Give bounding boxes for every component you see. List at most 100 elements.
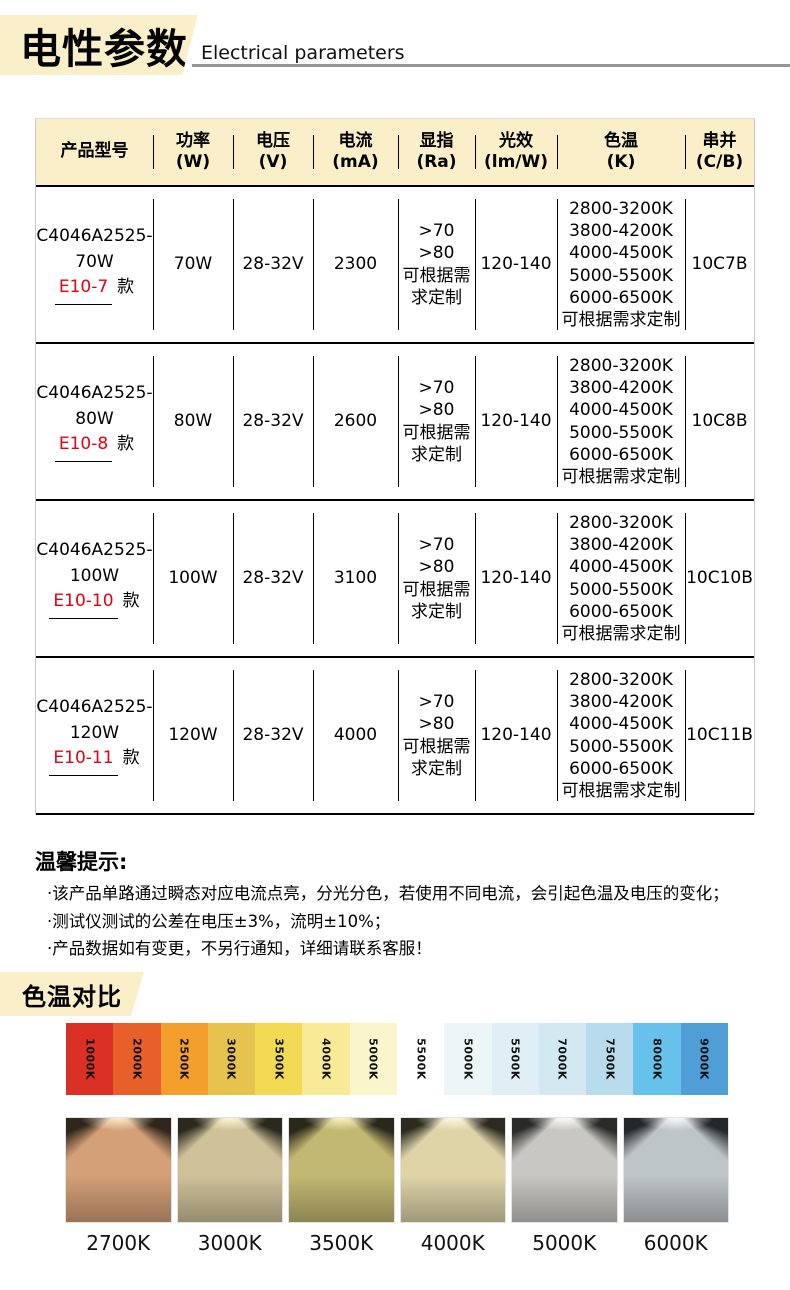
scale-segment: 7000K (538, 1023, 587, 1095)
voltage-cell: 28-32V (233, 658, 313, 813)
cct-cell: 2800-3200K 3800-4200K 4000-4500K 5000-55… (557, 344, 685, 499)
beam-photo (399, 1117, 506, 1223)
scale-segment: 4000K (302, 1023, 350, 1095)
table-row: C4046A2525- 100W E10-10 款 100W 28-32V 310… (36, 501, 754, 658)
column-header-voltage: 电压 (V) (233, 119, 313, 185)
model-cell: C4046A2525- 120W E10-11 款 (36, 658, 153, 813)
scale-segment: 5500K (396, 1023, 445, 1095)
cct-scale-bar: 1000K 2000K 2500K 3000K 3500K 4000K 5000… (66, 1023, 728, 1095)
efficacy-cell: 120-140 (475, 501, 557, 656)
cct-compare-title: 色温对比 (22, 982, 122, 1011)
beam-photo (288, 1117, 395, 1223)
power-cell: 120W (153, 658, 233, 813)
model-cell: C4046A2525- 80W E10-8 款 (36, 344, 153, 499)
table-header-row: 产品型号 功率 (W) 电压 (V) 电流 (mA) 显指 (Ra) 光效 (lm/W) … (36, 119, 754, 187)
variant-suffix: 款 (117, 277, 135, 298)
scale-segment: 1000K (66, 1023, 114, 1095)
voltage-cell: 28-32V (233, 344, 313, 499)
beam-label: 6000K (643, 1231, 708, 1255)
model-line2: 80W (75, 408, 114, 429)
tips-section: 温馨提示: ·该产品单路通过瞬态对应电流点亮，分光分色，若使用不同电流，会引起色… (35, 846, 761, 963)
page-subtitle: Electrical parameters (201, 42, 405, 64)
beam-column: 5000K (511, 1117, 618, 1255)
model-variant: E10-11 款 (49, 746, 140, 776)
beam-photo (65, 1117, 172, 1223)
current-cell: 2300 (313, 187, 398, 342)
current-cell: 2600 (313, 344, 398, 499)
column-header-current: 电流 (mA) (313, 119, 398, 185)
scale-segment: 2000K (113, 1023, 161, 1095)
voltage-cell: 28-32V (233, 187, 313, 342)
column-header-power: 功率 (W) (153, 119, 233, 185)
beam-photo (511, 1117, 618, 1223)
table-row: C4046A2525- 80W E10-8 款 80W 28-32V 2600 >… (36, 344, 754, 501)
scale-segment: 3000K (207, 1023, 256, 1095)
series-cell: 10C8B (685, 344, 754, 499)
column-header-model: 产品型号 (60, 141, 129, 162)
beam-comparison: 2700K 3000K 3500K 4000K 5000K 6000K (65, 1117, 729, 1255)
cri-cell: >70 >80 可根据需 求定制 (398, 344, 475, 499)
cct-cell: 2800-3200K 3800-4200K 4000-4500K 5000-55… (557, 187, 685, 342)
series-cell: 10C10B (685, 501, 754, 656)
model-line1: C4046A2525- (36, 540, 153, 561)
beam-label: 3500K (309, 1231, 374, 1255)
series-cell: 10C11B (685, 658, 754, 813)
scale-segment: 8000K (633, 1023, 681, 1095)
power-cell: 80W (153, 344, 233, 499)
beam-column: 6000K (622, 1117, 729, 1255)
power-cell: 100W (153, 501, 233, 656)
beam-photo (176, 1117, 283, 1223)
header-divider (192, 64, 790, 67)
column-header-cct: 色温 (K) (557, 119, 685, 185)
scale-segment: 7500K (586, 1023, 634, 1095)
variant-code: E10-7 (54, 275, 113, 305)
model-variant: E10-7 款 (54, 275, 135, 305)
variant-suffix: 款 (117, 434, 135, 455)
column-header-efficacy: 光效 (lm/W) (475, 119, 557, 185)
beam-column: 3000K (176, 1117, 283, 1255)
model-line2: 70W (75, 251, 114, 272)
tip-item: ·产品数据如有变更，不另行通知，详细请联系客服！ (47, 939, 432, 959)
power-cell: 70W (153, 187, 233, 342)
scale-segment: 9000K (680, 1023, 728, 1095)
cri-cell: >70 >80 可根据需 求定制 (398, 187, 475, 342)
model-line2: 100W (69, 565, 120, 586)
cri-cell: >70 >80 可根据需 求定制 (398, 658, 475, 813)
column-header-cri: 显指 (Ra) (398, 119, 475, 185)
efficacy-cell: 120-140 (475, 344, 557, 499)
model-cell: C4046A2525- 100W E10-10 款 (36, 501, 153, 656)
tip-item: ·该产品单路通过瞬态对应电流点亮，分光分色，若使用不同电流，会引起色温及电压的变… (47, 884, 729, 903)
model-line2: 120W (69, 722, 120, 743)
scale-segment: 3500K (255, 1023, 303, 1095)
voltage-cell: 28-32V (233, 501, 313, 656)
series-cell: 10C7B (685, 187, 754, 342)
cct-compare-title-badge: 色温对比 (0, 972, 144, 1016)
cct-cell: 2800-3200K 3800-4200K 4000-4500K 5000-55… (557, 658, 685, 813)
model-line1: C4046A2525- (36, 226, 153, 247)
beam-label: 2700K (86, 1231, 151, 1255)
column-header-series: 串并 (C/B) (685, 119, 754, 185)
table-row: C4046A2525- 70W E10-7 款 70W 28-32V 2300 >… (36, 187, 754, 344)
cri-cell: >70 >80 可根据需 求定制 (398, 501, 475, 656)
scale-segment: 5000K (349, 1023, 397, 1095)
beam-column: 3500K (288, 1117, 395, 1255)
cct-cell: 2800-3200K 3800-4200K 4000-4500K 5000-55… (557, 501, 685, 656)
spec-table: 产品型号 功率 (W) 电压 (V) 电流 (mA) 显指 (Ra) 光效 (lm/W) … (35, 118, 755, 815)
page-title-badge: 电性参数 (0, 15, 198, 75)
page-title: 电性参数 (20, 25, 188, 73)
tips-title: 温馨提示: (35, 850, 128, 874)
efficacy-cell: 120-140 (475, 658, 557, 813)
model-line1: C4046A2525- (36, 383, 153, 404)
table-row: C4046A2525- 120W E10-11 款 120W 28-32V 400… (36, 658, 754, 815)
variant-code: E10-8 (54, 432, 113, 462)
variant-suffix: 款 (122, 748, 140, 769)
variant-suffix: 款 (122, 591, 140, 612)
current-cell: 3100 (313, 501, 398, 656)
model-cell: C4046A2525- 70W E10-7 款 (36, 187, 153, 342)
beam-label: 5000K (532, 1231, 597, 1255)
scale-segment: 5000K (444, 1023, 492, 1095)
scale-segment: 2500K (160, 1023, 208, 1095)
model-variant: E10-8 款 (54, 432, 135, 462)
variant-code: E10-10 (49, 589, 118, 619)
beam-label: 3000K (197, 1231, 262, 1255)
